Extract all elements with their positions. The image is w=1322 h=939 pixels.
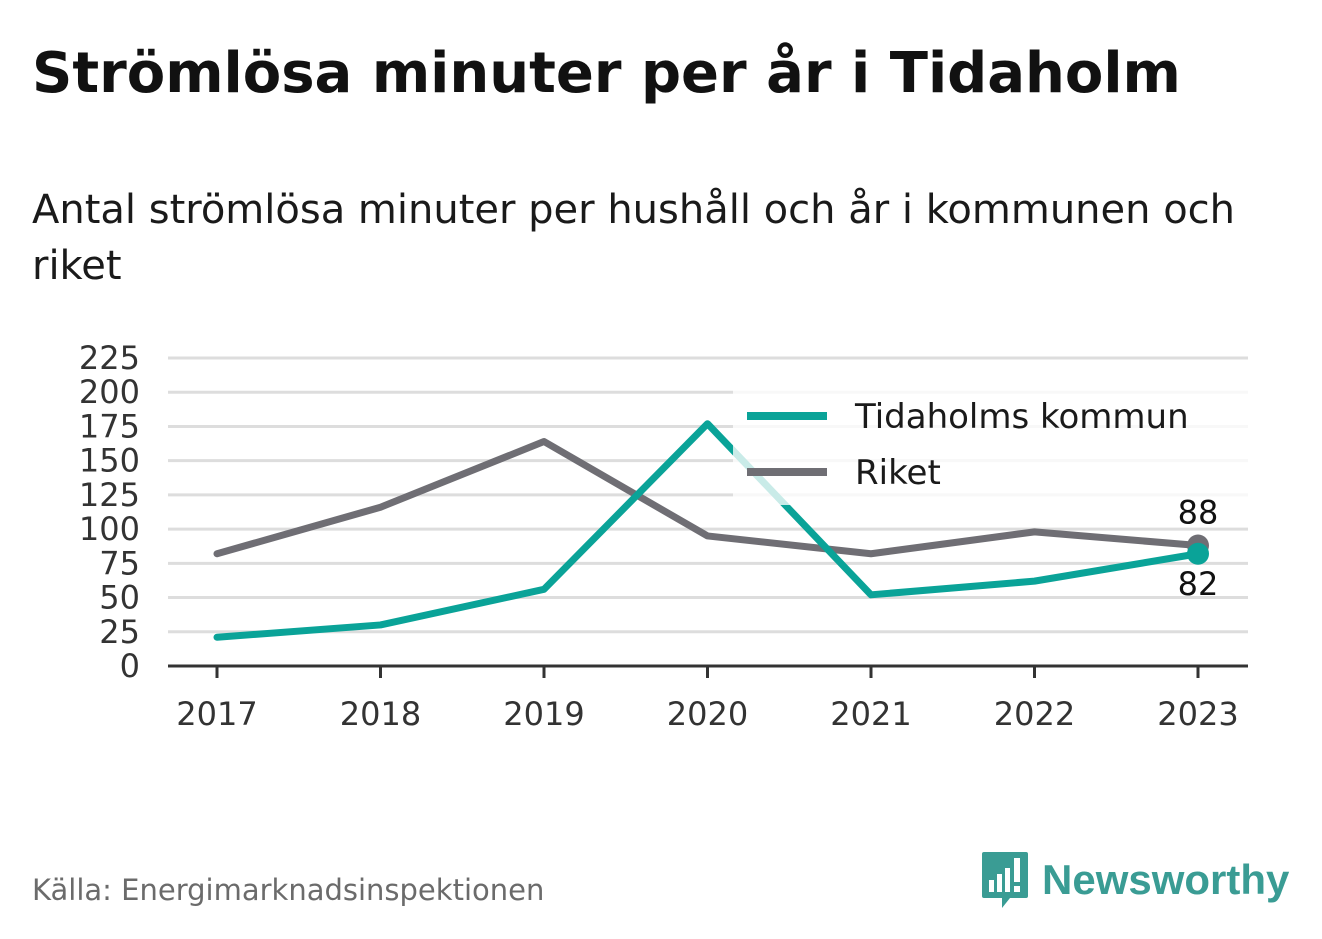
source-note: Källa: Energimarknadsinspektionen — [32, 873, 545, 907]
x-axis-labels: 2017 2018 2019 2020 2021 2022 2023 — [176, 666, 1239, 733]
y-tick-label: 200 — [79, 373, 140, 411]
data-labels: 82 88 — [1178, 494, 1219, 603]
x-tick-label: 2017 — [176, 695, 257, 733]
y-tick-label: 50 — [99, 579, 140, 617]
y-tick-label: 100 — [79, 510, 140, 548]
chart-title: Strömlösa minuter per år i Tidaholm — [32, 41, 1181, 106]
x-tick-label: 2022 — [994, 695, 1075, 733]
legend-label: Riket — [855, 453, 941, 493]
x-tick-label: 2021 — [830, 695, 911, 733]
y-tick-label: 150 — [79, 442, 140, 480]
x-tick-label: 2019 — [503, 695, 584, 733]
y-tick-label: 75 — [99, 544, 140, 582]
series-line-riket — [213, 438, 1202, 558]
y-tick-label: 175 — [79, 407, 140, 445]
chart-subtitle: Antal strömlösa minuter per hushåll och … — [32, 187, 1236, 289]
y-tick-label: 0 — [120, 647, 140, 685]
legend: Tidaholms kommun Riket — [733, 385, 1248, 505]
end-marker-tidaholm — [1187, 542, 1209, 565]
newsworthy-logo-icon — [982, 852, 1028, 908]
series-lines — [213, 420, 1209, 641]
data-label-riket: 88 — [1178, 494, 1219, 532]
x-tick-label: 2023 — [1157, 695, 1238, 733]
y-tick-label: 225 — [79, 339, 140, 377]
newsworthy-logo-text: Newsworthy — [1042, 856, 1290, 903]
x-tick-label: 2018 — [340, 695, 421, 733]
series-line-tidaholm — [213, 420, 1202, 641]
y-tick-label: 25 — [99, 613, 140, 651]
data-label-tidaholm: 82 — [1178, 565, 1219, 603]
grid-lines — [168, 356, 1248, 668]
x-tick-label: 2020 — [667, 695, 748, 733]
legend-background — [733, 385, 1248, 505]
newsworthy-logo: Newsworthy — [980, 848, 1289, 912]
legend-label: Tidaholms kommun — [854, 397, 1189, 437]
y-tick-label: 125 — [79, 476, 140, 514]
